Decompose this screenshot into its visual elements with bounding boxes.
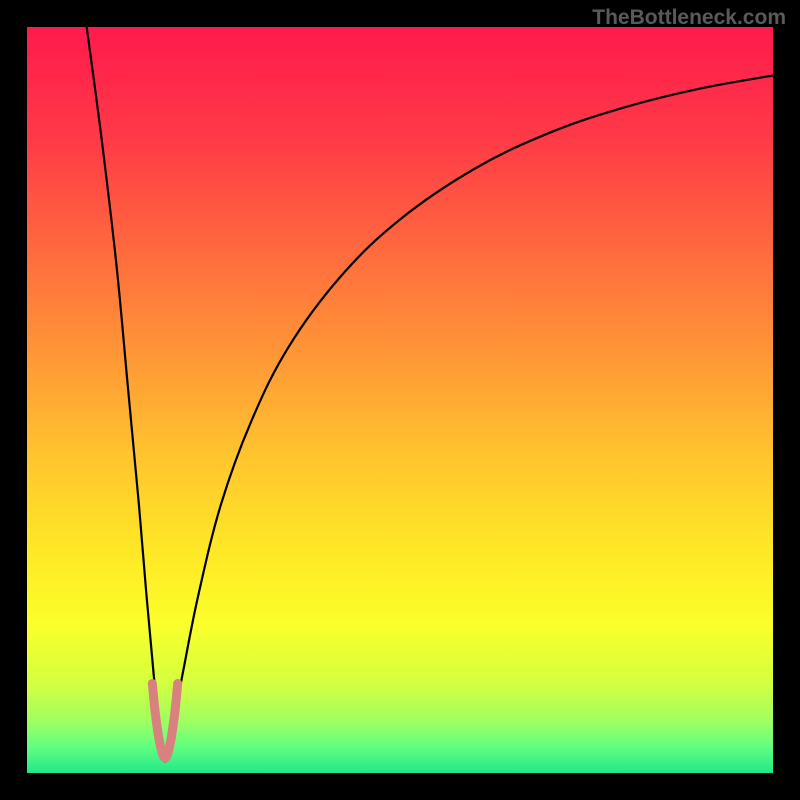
plot-area	[27, 27, 773, 773]
plot-svg	[27, 27, 773, 773]
chart-frame: TheBottleneck.com	[0, 0, 800, 800]
gradient-background	[27, 27, 773, 773]
